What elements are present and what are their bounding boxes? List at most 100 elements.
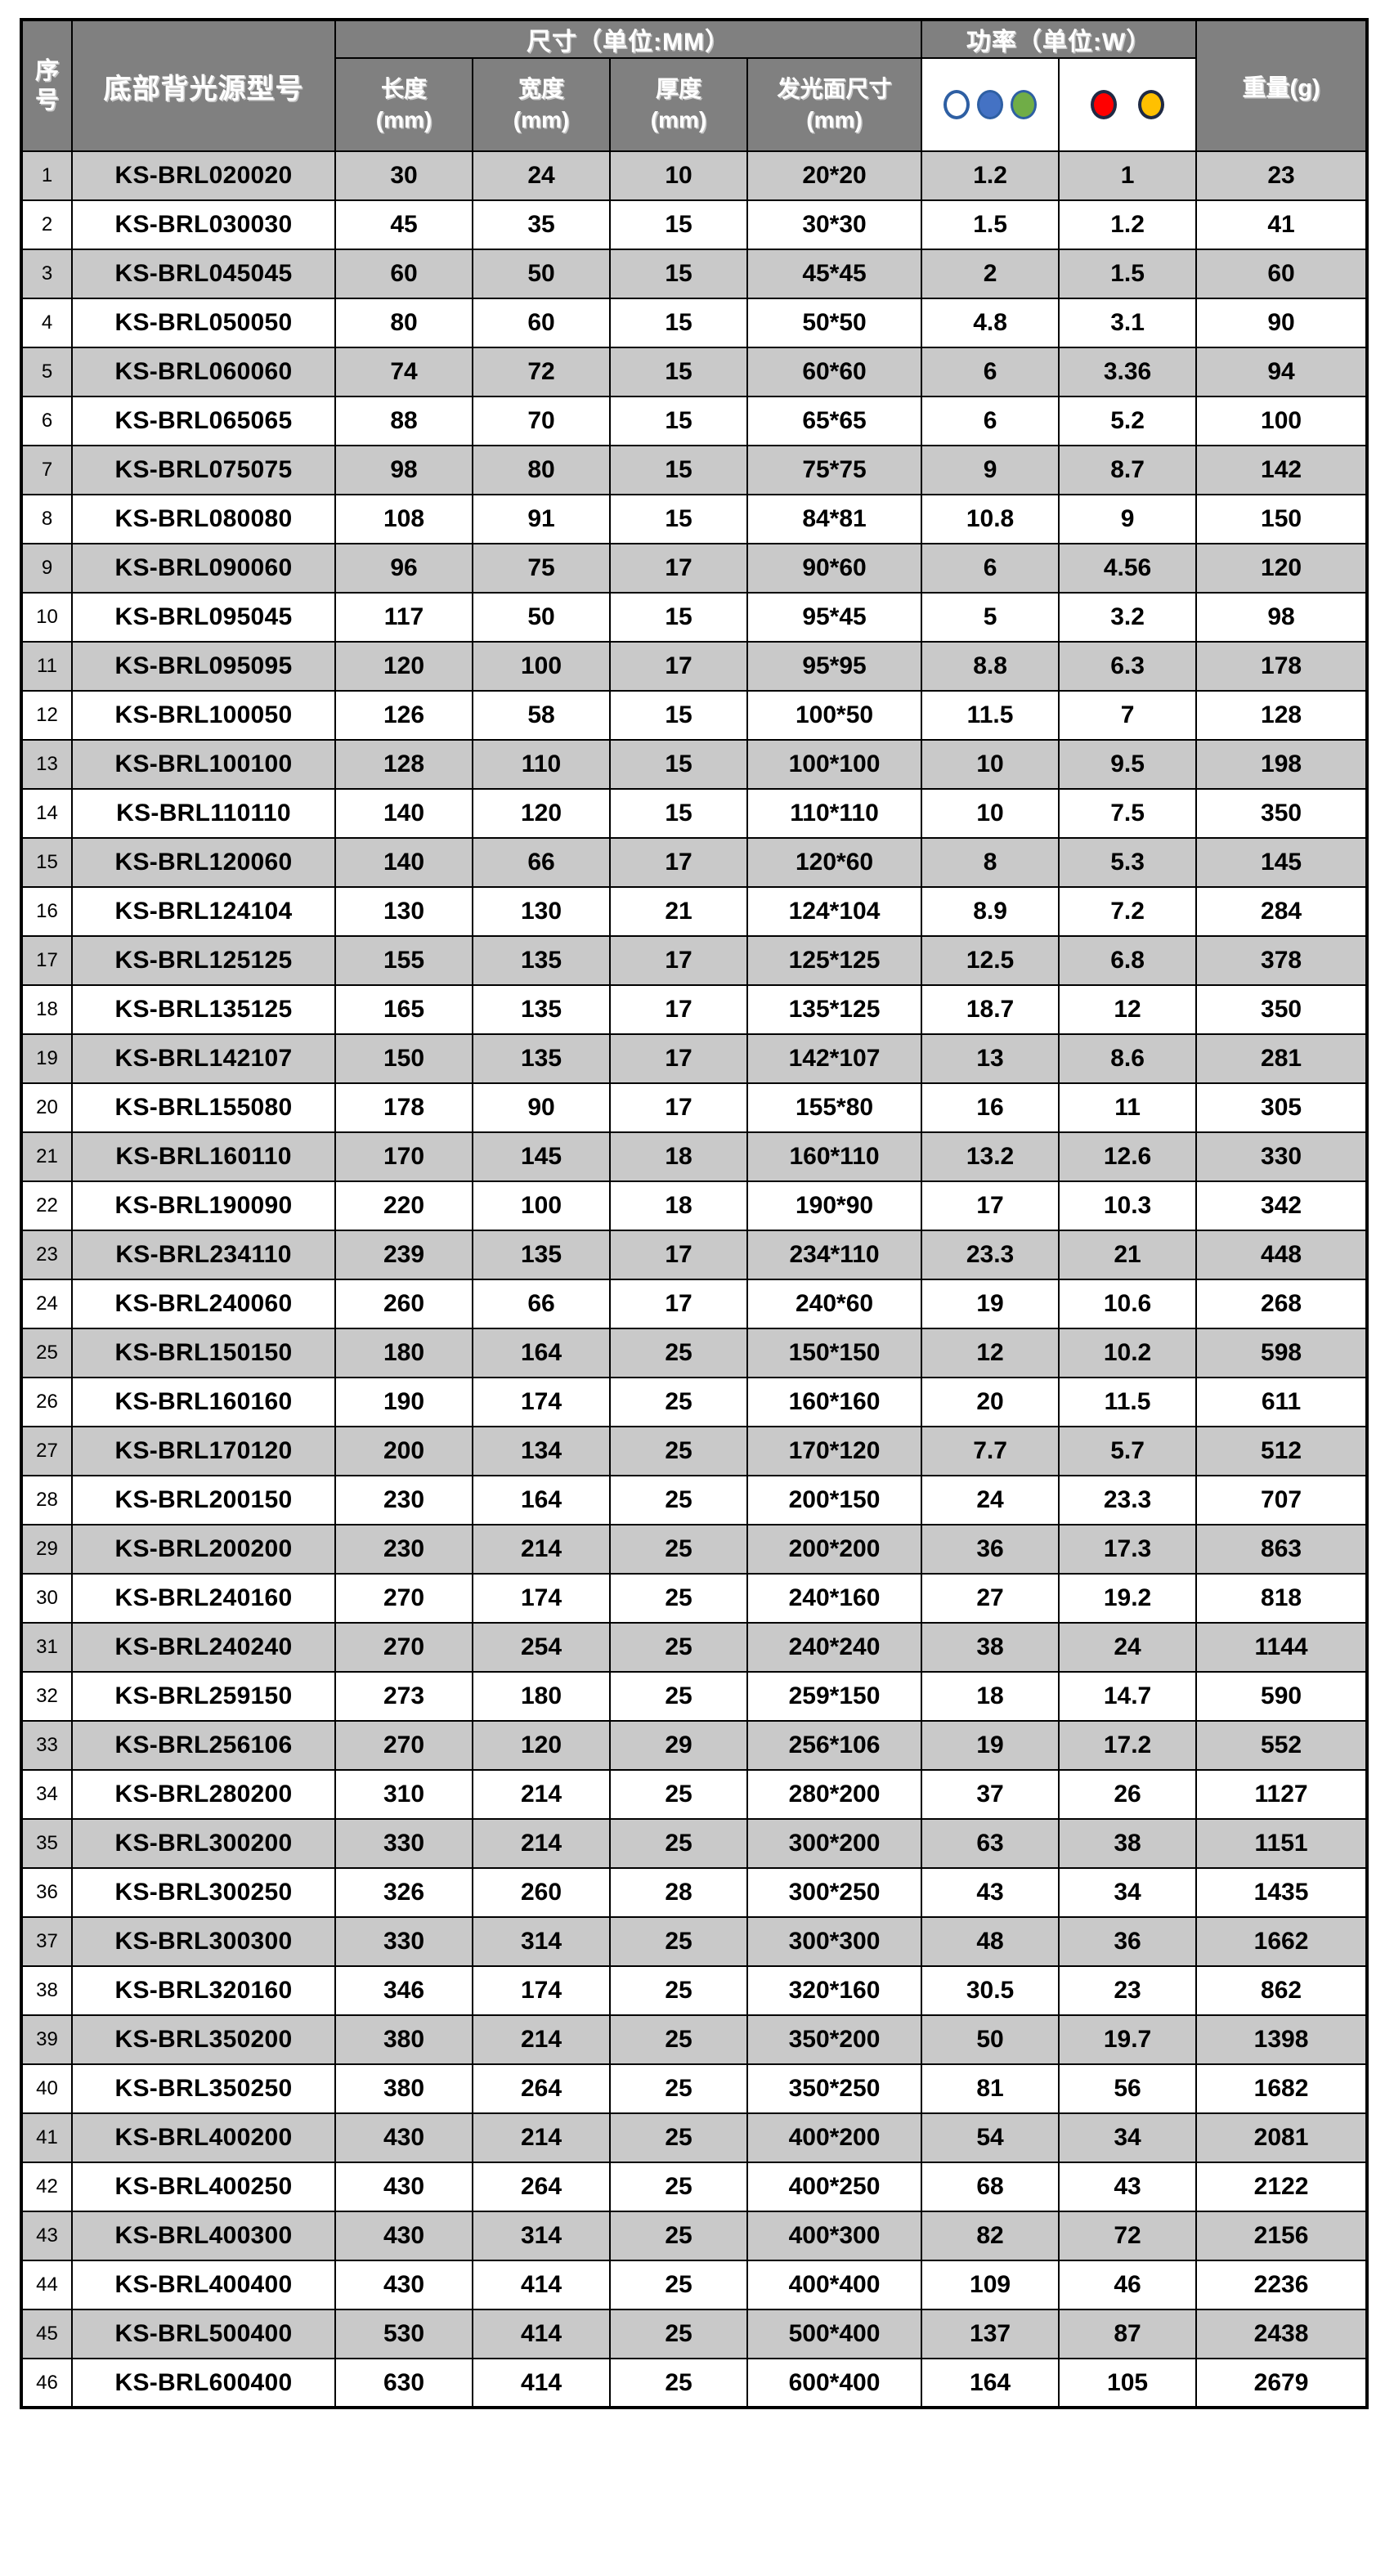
row-power-cold: 18 [921, 1671, 1060, 1722]
row-power-cold: 19 [921, 1279, 1060, 1329]
row-power-cold: 8 [921, 837, 1060, 888]
row-length: 326 [334, 1867, 473, 1918]
row-model: KS-BRL280200 [71, 1769, 336, 1820]
row-index: 43 [20, 2211, 73, 2261]
table-row: 39 KS-BRL350200 380 214 25 350*200 50 19.7 1398 [20, 2014, 1369, 2065]
row-index: 13 [20, 739, 73, 790]
row-length: 430 [334, 2211, 473, 2261]
row-thickness: 17 [609, 1279, 748, 1329]
row-length: 230 [334, 1475, 473, 1525]
row-model: KS-BRL080080 [71, 494, 336, 544]
table-row: 40 KS-BRL350250 380 264 25 350*250 81 56 1682 [20, 2063, 1369, 2114]
row-width: 100 [472, 1180, 611, 1231]
row-width: 214 [472, 2014, 611, 2065]
table-row: 22 KS-BRL190090 220 100 18 190*90 17 10.3 342 [20, 1180, 1369, 1231]
row-power-cold: 10 [921, 739, 1060, 790]
row-width: 214 [472, 1524, 611, 1575]
row-thickness: 15 [609, 347, 748, 397]
row-thickness: 15 [609, 445, 748, 495]
row-power-warm: 5.7 [1058, 1426, 1198, 1476]
row-weight: 707 [1195, 1475, 1369, 1525]
row-model: KS-BRL320160 [71, 1965, 336, 2016]
row-weight: 512 [1195, 1426, 1369, 1476]
row-power-cold: 20 [921, 1377, 1060, 1427]
row-index: 24 [20, 1279, 73, 1329]
row-index: 12 [20, 690, 73, 741]
row-thickness: 17 [609, 1230, 748, 1280]
row-width: 100 [472, 641, 611, 692]
row-index: 20 [20, 1082, 73, 1133]
row-emitting-area: 320*160 [746, 1965, 923, 2016]
white-dot-icon [944, 90, 970, 119]
row-length: 126 [334, 690, 473, 741]
table-body: 1 KS-BRL020020 30 24 10 20*20 1.2 1 23 2 KS-BRL030… [20, 150, 1369, 2408]
row-emitting-area: 135*125 [746, 984, 923, 1035]
row-model: KS-BRL045045 [71, 249, 336, 299]
row-power-cold: 10.8 [921, 494, 1060, 544]
row-emitting-area: 256*106 [746, 1720, 923, 1771]
row-weight: 145 [1195, 837, 1369, 888]
table-row: 19 KS-BRL142107 150 135 17 142*107 13 8.6 281 [20, 1033, 1369, 1084]
table-row: 7 KS-BRL075075 98 80 15 75*75 9 8.7 142 [20, 445, 1369, 495]
row-index: 40 [20, 2063, 73, 2114]
row-power-cold: 43 [921, 1867, 1060, 1918]
row-model: KS-BRL259150 [71, 1671, 336, 1722]
row-power-cold: 38 [921, 1622, 1060, 1673]
row-length: 530 [334, 2309, 473, 2359]
row-length: 178 [334, 1082, 473, 1133]
row-width: 164 [472, 1475, 611, 1525]
row-length: 150 [334, 1033, 473, 1084]
row-model: KS-BRL020020 [71, 150, 336, 201]
row-power-cold: 10 [921, 788, 1060, 839]
row-power-warm: 23.3 [1058, 1475, 1198, 1525]
row-width: 58 [472, 690, 611, 741]
row-thickness: 21 [609, 886, 748, 937]
row-power-cold: 1.2 [921, 150, 1060, 201]
row-power-cold: 164 [921, 2358, 1060, 2408]
row-weight: 2156 [1195, 2211, 1369, 2261]
table-row: 17 KS-BRL125125 155 135 17 125*125 12.5 6.8 378 [20, 935, 1369, 986]
table-row: 35 KS-BRL300200 330 214 25 300*200 63 38 1151 [20, 1818, 1369, 1869]
row-thickness: 25 [609, 2211, 748, 2261]
row-length: 108 [334, 494, 473, 544]
row-thickness: 17 [609, 641, 748, 692]
row-length: 140 [334, 788, 473, 839]
row-power-cold: 6 [921, 347, 1060, 397]
row-length: 140 [334, 837, 473, 888]
row-thickness: 10 [609, 150, 748, 201]
row-model: KS-BRL170120 [71, 1426, 336, 1476]
row-power-warm: 43 [1058, 2162, 1198, 2212]
row-width: 314 [472, 2211, 611, 2261]
row-index: 33 [20, 1720, 73, 1771]
row-emitting-area: 84*81 [746, 494, 923, 544]
row-index: 8 [20, 494, 73, 544]
row-model: KS-BRL350250 [71, 2063, 336, 2114]
row-index: 42 [20, 2162, 73, 2212]
row-thickness: 15 [609, 298, 748, 348]
row-emitting-area: 259*150 [746, 1671, 923, 1722]
row-power-cold: 13 [921, 1033, 1060, 1084]
table-row: 16 KS-BRL124104 130 130 21 124*104 8.9 7.2 284 [20, 886, 1369, 937]
row-length: 60 [334, 249, 473, 299]
row-power-warm: 23 [1058, 1965, 1198, 2016]
row-emitting-area: 45*45 [746, 249, 923, 299]
row-power-cold: 17 [921, 1180, 1060, 1231]
row-emitting-area: 90*60 [746, 543, 923, 594]
table-row: 14 KS-BRL110110 140 120 15 110*110 10 7.5 350 [20, 788, 1369, 839]
row-width: 214 [472, 1769, 611, 1820]
row-model: KS-BRL400300 [71, 2211, 336, 2261]
row-length: 310 [334, 1769, 473, 1820]
row-power-cold: 12.5 [921, 935, 1060, 986]
row-thickness: 25 [609, 1328, 748, 1378]
row-length: 165 [334, 984, 473, 1035]
row-weight: 2236 [1195, 2260, 1369, 2310]
row-width: 164 [472, 1328, 611, 1378]
row-emitting-area: 280*200 [746, 1769, 923, 1820]
row-emitting-area: 125*125 [746, 935, 923, 986]
row-index: 34 [20, 1769, 73, 1820]
row-thickness: 17 [609, 1033, 748, 1084]
row-model: KS-BRL100050 [71, 690, 336, 741]
row-thickness: 25 [609, 2063, 748, 2114]
row-power-warm: 1.2 [1058, 199, 1198, 250]
table-row: 15 KS-BRL120060 140 66 17 120*60 8 5.3 145 [20, 837, 1369, 888]
